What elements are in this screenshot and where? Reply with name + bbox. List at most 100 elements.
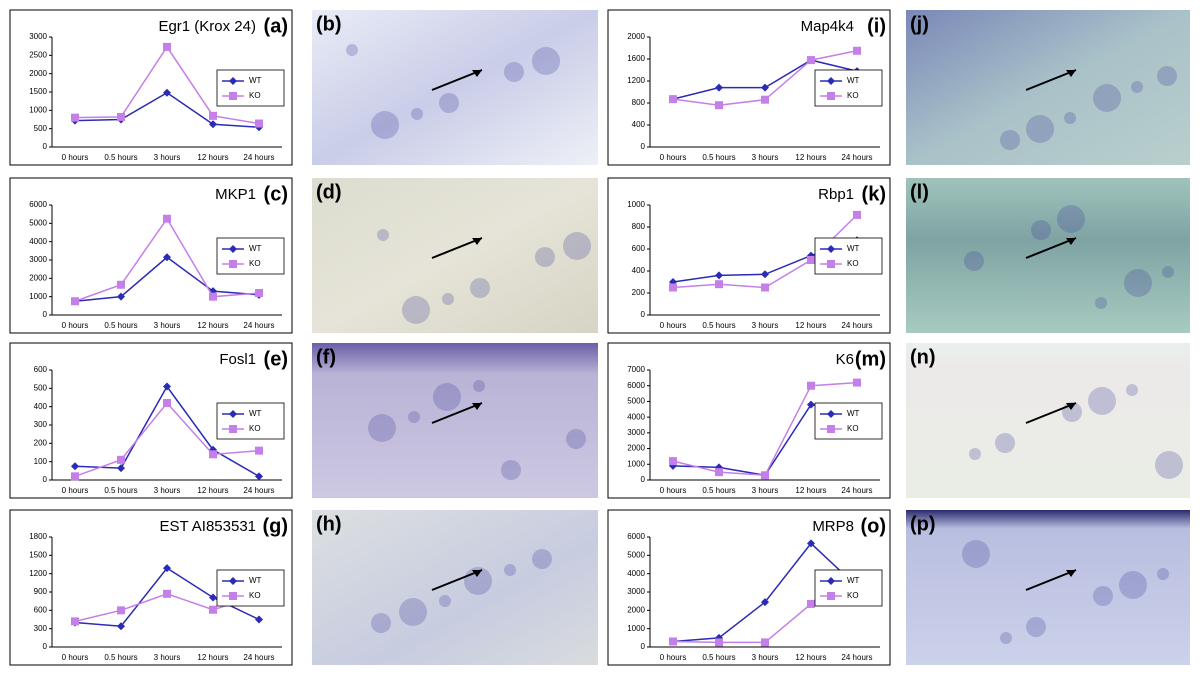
- point: [807, 400, 815, 409]
- stained-cell: [1093, 84, 1121, 112]
- y-tick-label: 0: [641, 310, 646, 319]
- stained-cell: [1157, 66, 1177, 86]
- micrograph: [906, 178, 1190, 333]
- legend-box: [216, 402, 285, 440]
- x-tick-label: 24 hours: [243, 653, 274, 662]
- stained-cell: [442, 293, 454, 305]
- x-tick-label: 24 hours: [243, 321, 274, 330]
- legend-marker: [229, 592, 237, 600]
- point: [715, 638, 723, 647]
- point: [209, 593, 217, 602]
- arrow-head: [472, 70, 482, 77]
- legend-box: [814, 402, 883, 440]
- y-tick-label: 3000: [627, 428, 645, 437]
- y-tick-label: 0: [641, 475, 646, 484]
- point: [117, 622, 125, 631]
- stained-cell: [504, 564, 516, 576]
- y-tick-label: 5000: [627, 397, 645, 406]
- chart-title: MKP1: [215, 186, 256, 203]
- legend-label: WT: [847, 409, 860, 418]
- legend-marker: [229, 77, 237, 85]
- point: [761, 638, 769, 647]
- stained-cell: [1124, 269, 1152, 297]
- legend-box: [216, 237, 285, 275]
- micrograph: [312, 178, 598, 333]
- y-tick-label: 600: [34, 605, 48, 614]
- stained-cell: [1157, 568, 1169, 580]
- point: [163, 589, 171, 598]
- stained-cell: [1064, 112, 1076, 124]
- x-tick-label: 3 hours: [154, 486, 181, 495]
- legend-marker: [229, 577, 237, 585]
- arrow: [431, 237, 483, 259]
- legend-label: KO: [847, 91, 859, 100]
- stained-cell: [1000, 130, 1020, 150]
- point: [255, 289, 263, 297]
- point: [117, 280, 125, 289]
- y-tick-label: 5000: [29, 218, 47, 227]
- arrow: [431, 569, 483, 591]
- micrographs: (b) (d) (f) (h) (j) (l) (n) (p): [312, 10, 1190, 665]
- legend-label: KO: [249, 259, 261, 268]
- arrow: [431, 402, 483, 424]
- y-tick-label: 200: [632, 288, 646, 297]
- y-tick-label: 2000: [627, 32, 645, 41]
- point: [255, 472, 263, 481]
- legend-box: [814, 569, 883, 607]
- point: [71, 113, 79, 122]
- x-tick-label: 0 hours: [660, 653, 687, 662]
- point: [117, 606, 125, 615]
- panel-label: (f): [316, 346, 336, 368]
- point: [853, 378, 861, 387]
- x-tick-label: 0 hours: [62, 321, 89, 330]
- legend-box: [814, 237, 883, 275]
- panel-label: (k): [862, 183, 886, 205]
- y-tick-label: 1000: [29, 292, 47, 301]
- point: [117, 112, 125, 121]
- point: [761, 283, 769, 292]
- point: [807, 539, 815, 548]
- stained-cell: [408, 411, 420, 423]
- point: [117, 455, 125, 464]
- x-tick-label: 3 hours: [154, 321, 181, 330]
- point: [209, 450, 217, 459]
- legend-marker: [827, 92, 835, 100]
- x-tick-label: 0 hours: [660, 153, 687, 162]
- stained-cell: [563, 232, 591, 260]
- x-tick-label: 24 hours: [841, 321, 872, 330]
- y-tick-label: 800: [632, 98, 646, 107]
- micrograph: [312, 510, 598, 665]
- point: [807, 381, 815, 390]
- point: [761, 95, 769, 104]
- y-tick-label: 1000: [627, 459, 645, 468]
- micrograph: [906, 10, 1190, 165]
- stained-cell: [532, 47, 560, 75]
- legend-label: KO: [847, 259, 859, 268]
- x-tick-label: 0.5 hours: [702, 486, 735, 495]
- y-tick-label: 600: [632, 244, 646, 253]
- stained-cell: [1031, 220, 1051, 240]
- y-tick-label: 0: [43, 642, 48, 651]
- stained-cell: [377, 229, 389, 241]
- x-tick-label: 3 hours: [752, 321, 779, 330]
- stained-cell: [1126, 384, 1138, 396]
- arrow-head: [472, 238, 482, 245]
- arrow: [1025, 569, 1077, 591]
- stained-cell: [1155, 451, 1183, 479]
- y-tick-label: 0: [641, 142, 646, 151]
- point: [761, 471, 769, 480]
- y-tick-label: 3000: [29, 255, 47, 264]
- panel-label: (h): [316, 513, 342, 535]
- stained-cell: [535, 247, 555, 267]
- legend-marker: [827, 425, 835, 433]
- arrow-head: [472, 403, 482, 410]
- legend-marker: [827, 245, 835, 253]
- x-tick-label: 0.5 hours: [702, 321, 735, 330]
- point: [761, 598, 769, 607]
- arrow-head: [472, 570, 482, 577]
- arrow: [1025, 237, 1077, 259]
- y-tick-label: 6000: [627, 532, 645, 541]
- panel-label: (n): [910, 346, 936, 368]
- point: [669, 637, 677, 646]
